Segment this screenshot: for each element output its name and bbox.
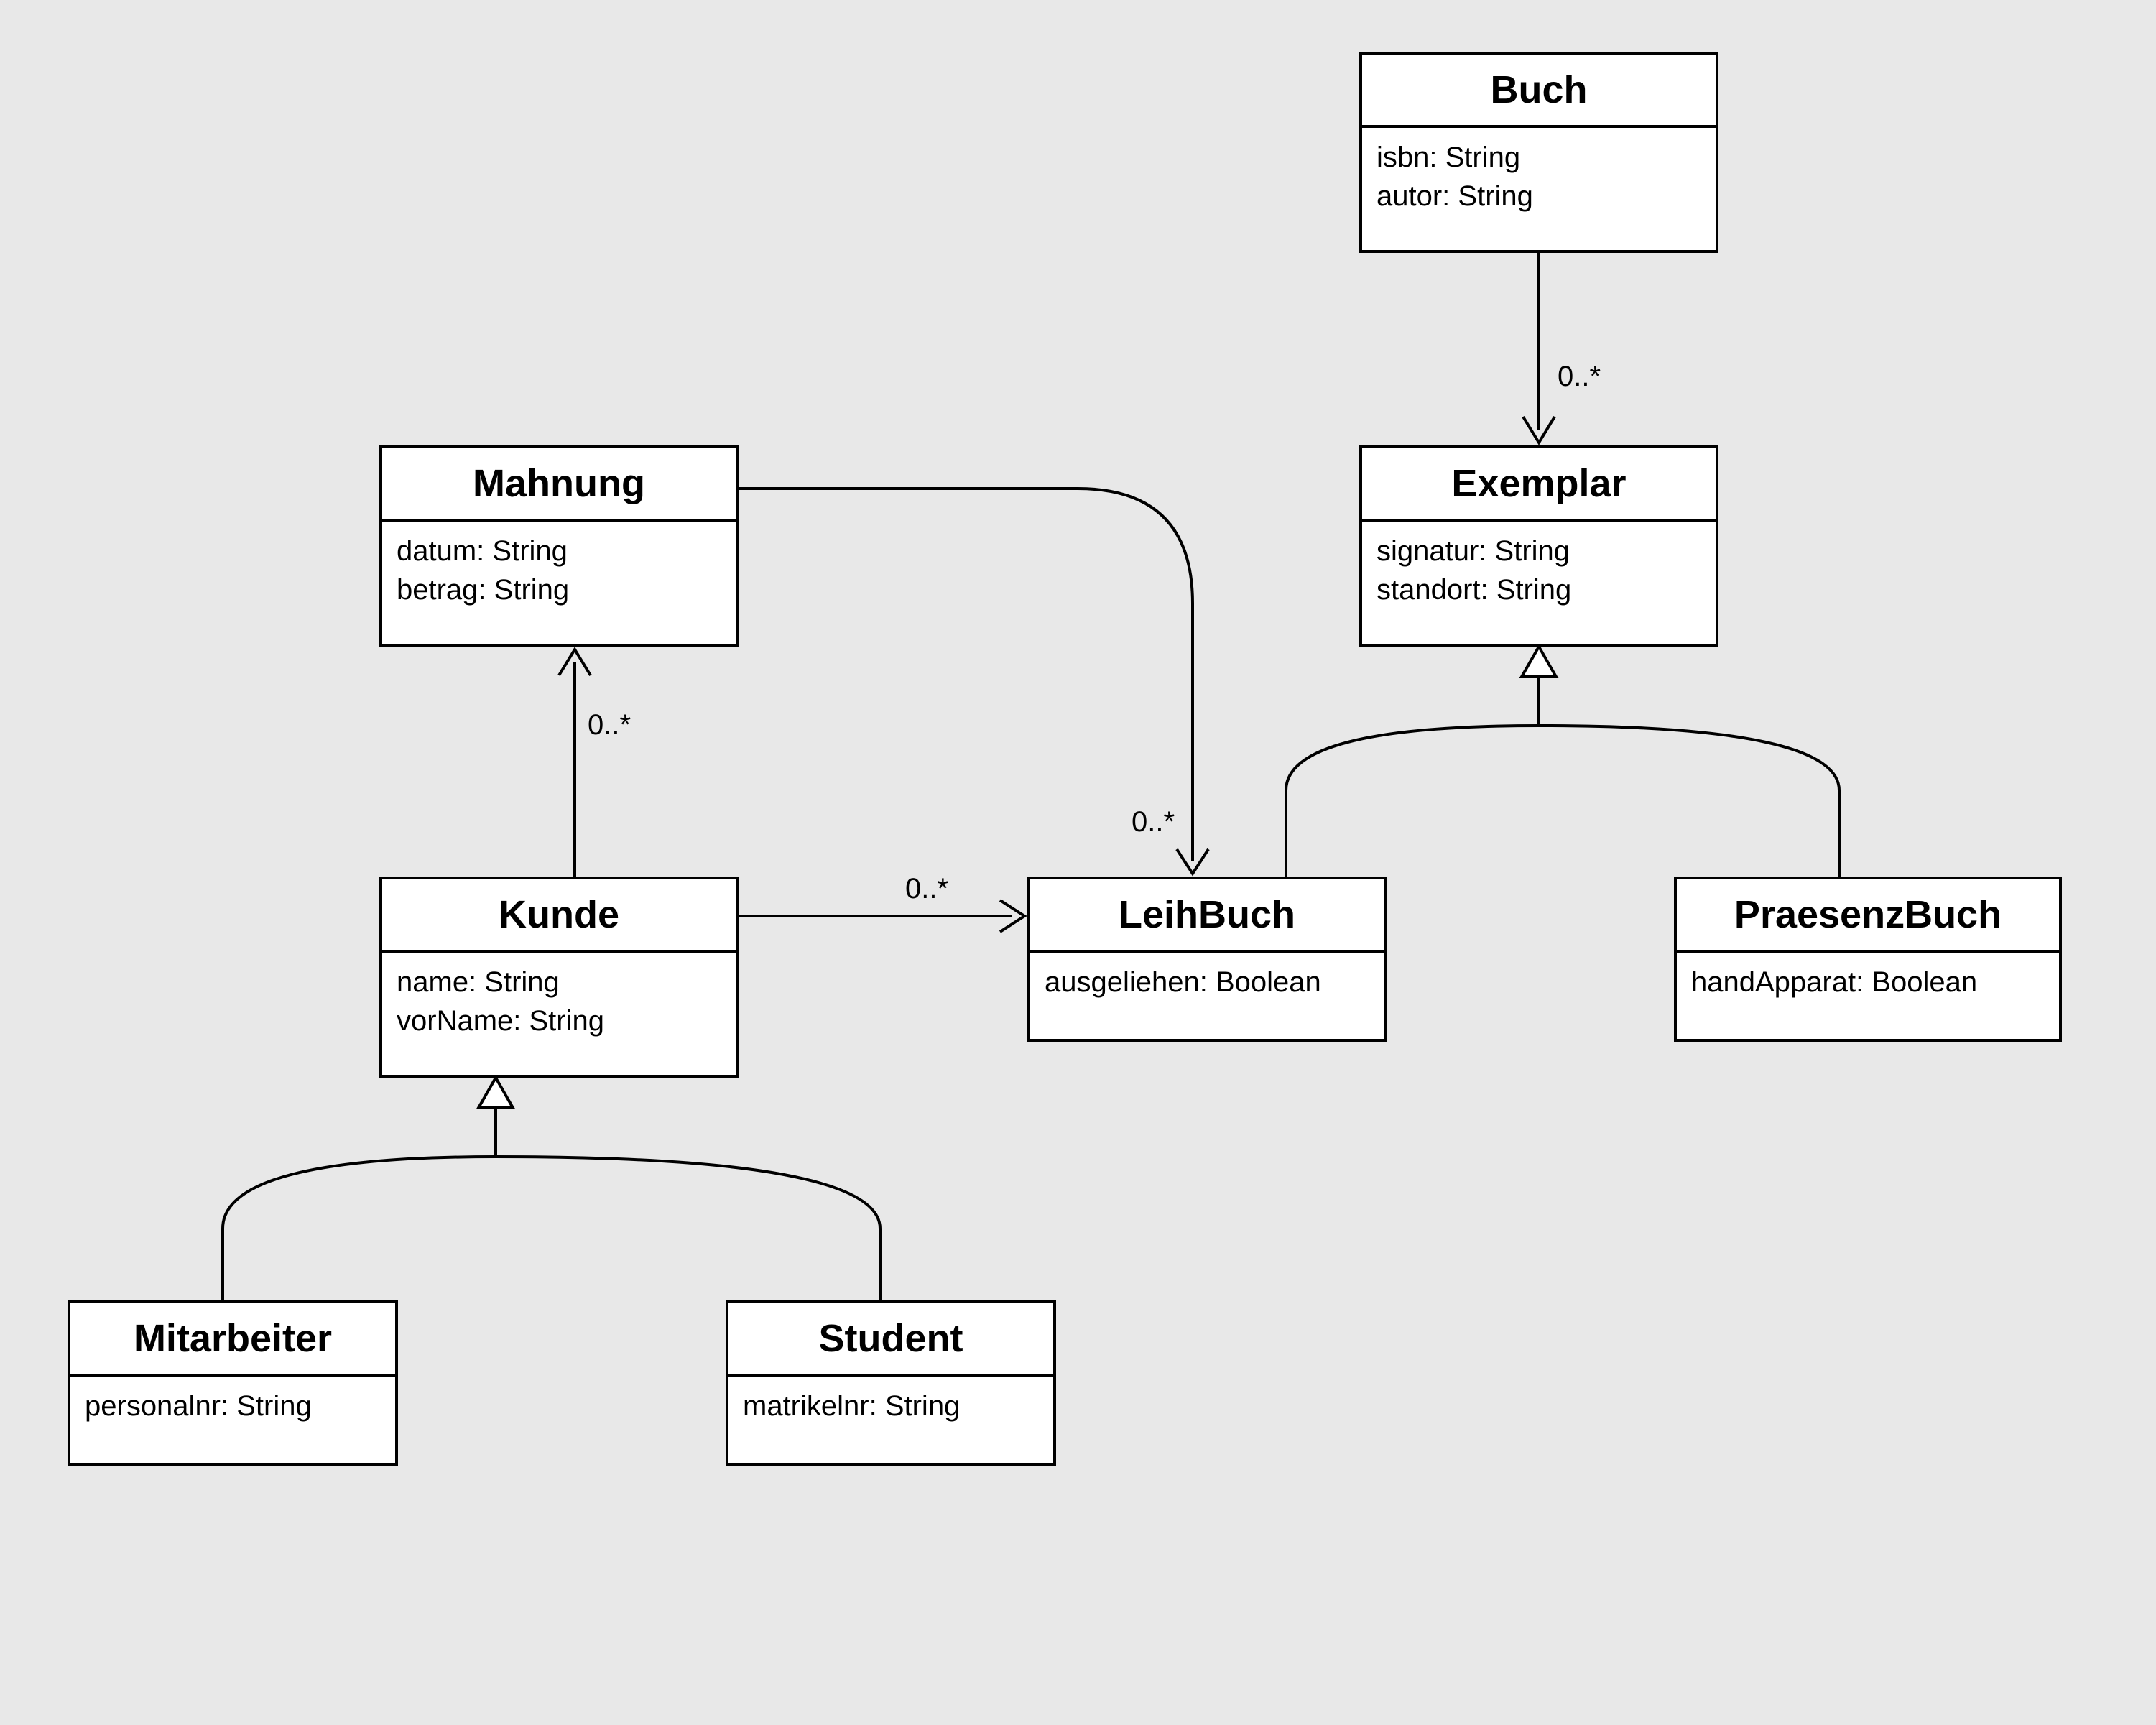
class-attrs: datum: String betrag: String [382, 522, 736, 626]
class-mahnung: Mahnung datum: String betrag: String [379, 445, 739, 647]
attr: standort: String [1377, 570, 1701, 609]
multiplicity-label: 0..* [905, 873, 948, 905]
class-title: Exemplar [1362, 448, 1716, 522]
class-title: PraesenzBuch [1677, 879, 2059, 953]
attr: signatur: String [1377, 532, 1701, 570]
class-title: Mahnung [382, 448, 736, 522]
class-attrs: signatur: String standort: String [1362, 522, 1716, 626]
attr: betrag: String [397, 570, 721, 609]
class-attrs: personalnr: String [70, 1377, 395, 1443]
class-title: LeihBuch [1030, 879, 1384, 953]
class-kunde: Kunde name: String vorName: String [379, 877, 739, 1078]
class-title: Buch [1362, 55, 1716, 128]
class-buch: Buch isbn: String autor: String [1359, 52, 1718, 253]
edge-exemplar-generalization [1286, 647, 1839, 877]
class-exemplar: Exemplar signatur: String standort: Stri… [1359, 445, 1718, 647]
class-attrs: matrikelnr: String [728, 1377, 1053, 1443]
attr: handApparat: Boolean [1691, 963, 2045, 1002]
edge-kunde-generalization [223, 1078, 880, 1300]
edge-kunde-leihbuch [739, 900, 1024, 932]
attr: isbn: String [1377, 138, 1701, 177]
class-title: Mitarbeiter [70, 1303, 395, 1377]
edge-kunde-mahnung [559, 649, 591, 877]
class-leihbuch: LeihBuch ausgeliehen: Boolean [1027, 877, 1387, 1042]
class-praesenzbuch: PraesenzBuch handApparat: Boolean [1674, 877, 2062, 1042]
class-mitarbeiter: Mitarbeiter personalnr: String [68, 1300, 398, 1466]
attr: ausgeliehen: Boolean [1045, 963, 1369, 1002]
connectors-overlay [0, 0, 2156, 1725]
class-attrs: name: String vorName: String [382, 953, 736, 1058]
attr: matrikelnr: String [743, 1387, 1039, 1425]
attr: vorName: String [397, 1002, 721, 1040]
edge-buch-exemplar [1523, 253, 1555, 443]
multiplicity-label: 0..* [588, 709, 631, 741]
attr: personalnr: String [85, 1387, 381, 1425]
uml-diagram-canvas: Buch isbn: String autor: String Exemplar… [0, 0, 2156, 1725]
class-title: Student [728, 1303, 1053, 1377]
class-attrs: handApparat: Boolean [1677, 953, 2059, 1019]
attr: autor: String [1377, 177, 1701, 216]
class-student: Student matrikelnr: String [726, 1300, 1056, 1466]
attr: name: String [397, 963, 721, 1002]
multiplicity-label: 0..* [1132, 806, 1175, 838]
attr: datum: String [397, 532, 721, 570]
class-attrs: ausgeliehen: Boolean [1030, 953, 1384, 1019]
class-attrs: isbn: String autor: String [1362, 128, 1716, 233]
class-title: Kunde [382, 879, 736, 953]
multiplicity-label: 0..* [1558, 361, 1601, 393]
